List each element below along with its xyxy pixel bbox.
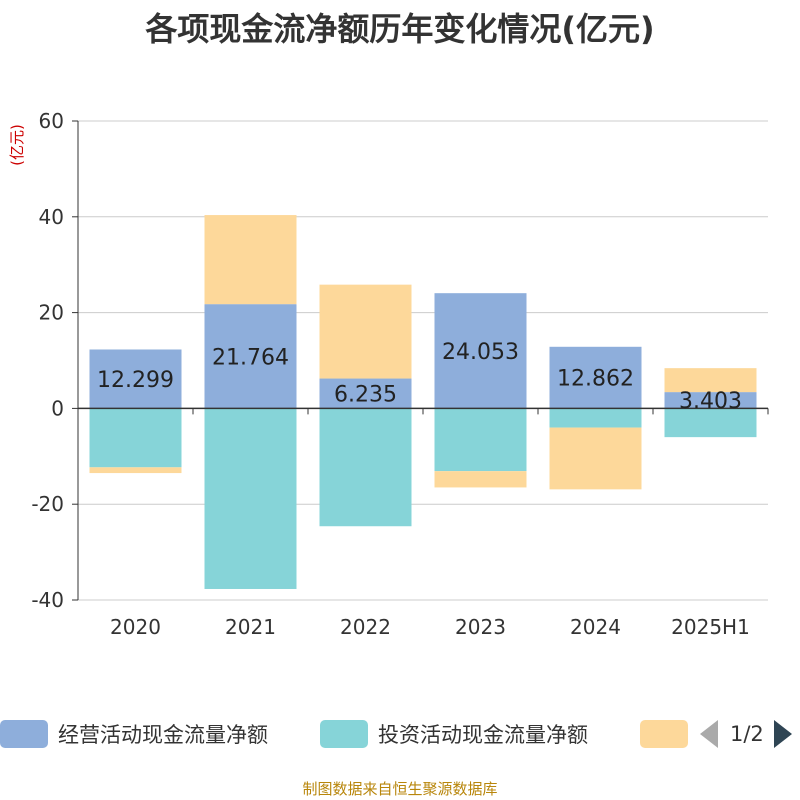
legend-label-operating: 经营活动现金流量净额: [58, 723, 268, 747]
legend-swatch-operating: [0, 720, 48, 748]
bar-2021-series-0[interactable]: [204, 304, 297, 409]
legend-label-investing: 投资活动现金流量净额: [378, 723, 588, 747]
bar-2021-series-1[interactable]: [204, 408, 297, 589]
data-labels: 12.299 21.764 6.235 24.053 12.862 3.403: [97, 340, 742, 414]
bar-2023-series-1[interactable]: [434, 408, 527, 472]
x-tick-label: 2021: [225, 615, 276, 639]
data-label: 3.403: [679, 389, 742, 414]
legend-pager: 1/2: [700, 716, 792, 752]
bar-2022-series-0[interactable]: [319, 378, 412, 409]
legend-item-investing[interactable]: 投资活动现金流量净额: [320, 716, 588, 752]
bar-2025H1-series-0[interactable]: [664, 392, 757, 409]
legend-swatch-financing: [640, 720, 688, 748]
bar-2022-series-1[interactable]: [319, 408, 412, 527]
legend-swatch-investing: [320, 720, 368, 748]
x-tick-label: 2024: [570, 615, 621, 639]
legend-prev-page-icon[interactable]: [700, 720, 718, 748]
bar-2024-series-0[interactable]: [549, 346, 642, 409]
data-label: 12.299: [97, 368, 174, 393]
data-source-footer: 制图数据来自恒生聚源数据库: [302, 780, 498, 798]
bar-2024-series-2[interactable]: [549, 427, 642, 490]
y-tick-label: -20: [31, 492, 64, 516]
x-tick-label: 2022: [340, 615, 391, 639]
legend-item-financing[interactable]: [640, 716, 698, 752]
axes: 60 40 20 0 -20 -40 2020 2021 2022 2023 2024 2025H1: [31, 109, 769, 639]
data-label: 6.235: [334, 382, 397, 407]
bar-2023-series-2[interactable]: [434, 471, 527, 488]
data-label: 12.862: [557, 367, 634, 392]
bar-2023-series-0[interactable]: [434, 293, 527, 409]
bars: [89, 215, 757, 589]
legend-next-page-icon[interactable]: [773, 720, 792, 748]
legend-page-indicator: 1/2: [730, 722, 764, 746]
y-tick-label: -40: [31, 588, 64, 612]
bar-2024-series-1[interactable]: [549, 408, 642, 428]
x-tick-label: 2023: [455, 615, 506, 639]
bar-2020-series-1[interactable]: [89, 408, 182, 468]
bar-2025H1-series-2[interactable]: [664, 368, 757, 393]
y-tick-label: 20: [39, 301, 64, 325]
x-tick-label: 2020: [110, 615, 161, 639]
bar-2020-series-2[interactable]: [89, 467, 182, 474]
y-tick-label: 40: [39, 205, 64, 229]
x-tick-label: 2025H1: [671, 615, 750, 639]
y-axis-label: (亿元): [8, 124, 26, 166]
bar-2022-series-2[interactable]: [319, 284, 412, 379]
bar-2020-series-0[interactable]: [89, 349, 182, 409]
chart-title: 各项现金流净额历年变化情况(亿元): [145, 10, 655, 48]
y-tick-label: 60: [39, 109, 64, 133]
legend-item-operating[interactable]: 经营活动现金流量净额: [0, 716, 268, 752]
data-label: 24.053: [442, 340, 519, 365]
data-label: 21.764: [212, 345, 289, 370]
bar-2025H1-series-1[interactable]: [664, 408, 757, 438]
bar-2021-series-2[interactable]: [204, 215, 297, 305]
y-tick-label: 0: [51, 396, 64, 420]
